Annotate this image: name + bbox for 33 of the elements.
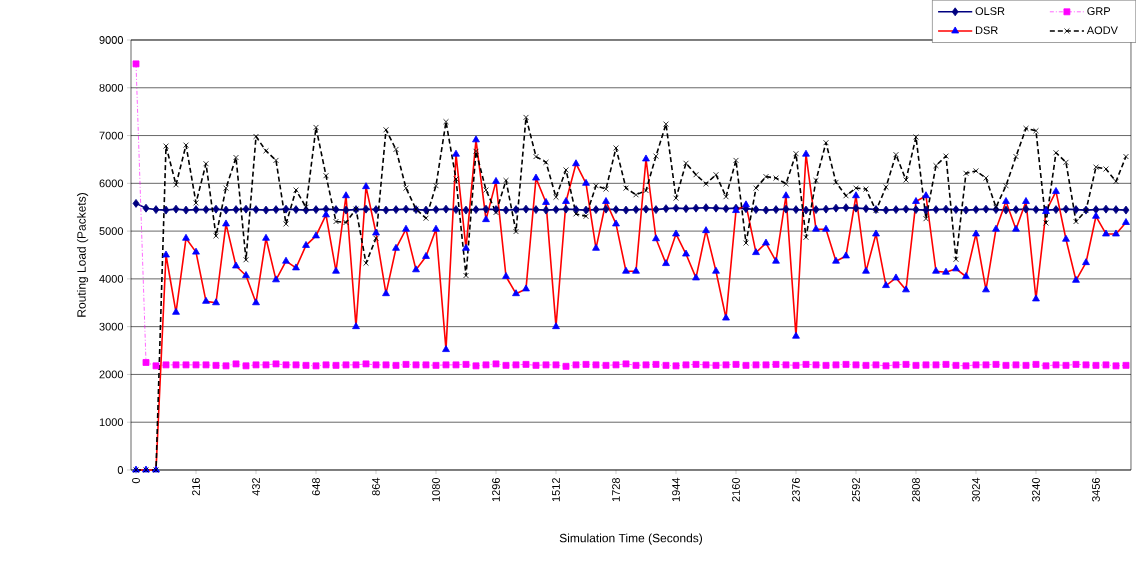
x-tick-label: 2592 xyxy=(852,478,860,502)
y-axis-title: Routing Load (Packets) xyxy=(76,193,89,317)
legend-label: OLSR xyxy=(975,7,1005,15)
y-tick-label: 1000 xyxy=(99,418,124,427)
legend-label: DSR xyxy=(975,26,998,35)
x-tick-label: 1944 xyxy=(672,477,680,502)
x-tick-label: 864 xyxy=(372,477,380,496)
y-tick-label: 5000 xyxy=(99,227,124,235)
x-tick-label: 0 xyxy=(132,477,140,484)
x-tick-label: 648 xyxy=(312,478,320,496)
y-tick-label: 8000 xyxy=(99,83,124,92)
legend-label: AODV xyxy=(1086,26,1118,35)
y-tick-label: 4000 xyxy=(99,275,124,283)
x-tick-label: 1296 xyxy=(492,478,500,502)
legend-label: GRP xyxy=(1087,7,1111,15)
y-tick-label: 3000 xyxy=(99,322,124,331)
x-tick-label: 3456 xyxy=(1092,478,1100,502)
x-tick-label: 2376 xyxy=(792,478,800,502)
x-axis-title: Simulation Time (Seconds) xyxy=(559,533,703,545)
x-tick-label: 1080 xyxy=(432,477,440,502)
x-tick-label: 3240 xyxy=(1032,477,1040,502)
x-tick-label: 216 xyxy=(192,478,200,496)
x-tick-label: 2808 xyxy=(912,478,920,502)
y-tick-label: 2000 xyxy=(99,370,124,379)
y-tick-label: 7000 xyxy=(99,131,124,140)
x-tick-label: 1728 xyxy=(612,478,620,502)
y-tick-label: 9000 xyxy=(99,36,124,44)
x-tick-label: 2160 xyxy=(732,477,740,502)
y-tick-label: 6000 xyxy=(99,179,124,188)
x-tick-label: 3024 xyxy=(972,477,980,502)
x-tick-label: 432 xyxy=(252,478,260,496)
x-tick-label: 1512 xyxy=(552,478,560,502)
y-tick-label: 0 xyxy=(117,466,124,474)
